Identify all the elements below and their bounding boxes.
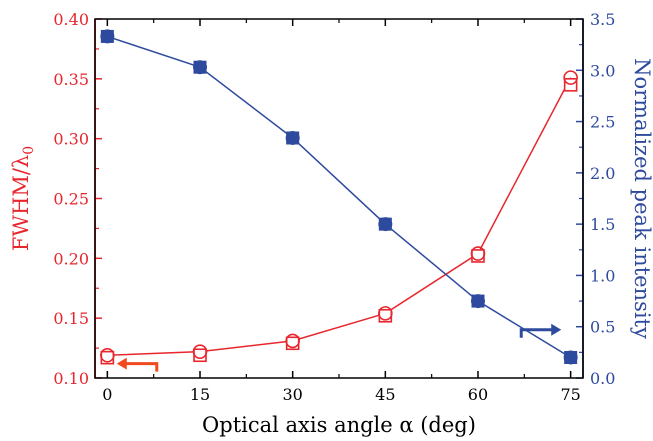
left-series-circle-point — [470, 246, 486, 261]
annotation-layer — [116, 323, 562, 372]
left-series-circle-point — [100, 347, 115, 363]
right-series-line — [107, 35, 572, 359]
left-series-square-point — [193, 348, 207, 363]
series-layer — [100, 29, 578, 365]
left-series-line — [107, 77, 572, 357]
left-series-circle-point — [192, 344, 208, 359]
right-tick-label: 3.0 — [590, 61, 615, 80]
x-tick-label: 0 — [102, 385, 112, 404]
left-series-circle-point — [285, 333, 300, 349]
right-axis: 0.0 0.5 1.0 1.5 2.0 2.5 3.0 3.5 — [576, 10, 615, 388]
left-tick-label: 0.10 — [53, 369, 89, 388]
left-tick-label: 0.25 — [53, 190, 89, 209]
plot-frame — [94, 18, 584, 379]
left-axis: 0.10 0.15 0.20 0.25 0.30 0.35 0.40 — [53, 10, 102, 388]
left-axis-arrow — [124, 362, 159, 372]
right-series-square-point — [378, 217, 392, 231]
x-axis: 0 15 30 45 60 75 — [102, 19, 581, 404]
x-axis-title: Optical axis angle α (deg) — [202, 413, 476, 437]
left-tick-label: 0.20 — [53, 249, 89, 268]
left-series-circle-point — [563, 70, 578, 85]
right-tick-label: 3.5 — [590, 10, 615, 29]
right-tick-label: 1.0 — [590, 266, 615, 285]
right-tick-label: 2.5 — [590, 113, 615, 132]
right-axis-arrow — [519, 328, 554, 338]
right-tick-label: 1.5 — [590, 215, 615, 234]
right-series-square-point — [564, 350, 578, 364]
x-tick-label: 75 — [560, 385, 580, 404]
left-tick-label: 0.30 — [53, 130, 89, 149]
left-tick-label: 0.35 — [53, 70, 89, 89]
right-series-square-point — [286, 131, 300, 145]
x-tick-label: 15 — [190, 385, 210, 404]
right-series-square-point — [100, 29, 114, 43]
x-tick-label: 60 — [468, 385, 488, 404]
left-series-circle-point — [378, 306, 393, 321]
left-tick-label: 0.15 — [53, 309, 89, 328]
right-series-square-point — [471, 294, 485, 308]
left-axis-title-main: FWHM/λ — [9, 155, 33, 251]
left-axis-title: FWHM/λ0 — [9, 146, 37, 251]
right-tick-label: 0.5 — [590, 318, 615, 337]
right-series-square-point — [193, 60, 207, 74]
right-axis-title: Normalized peak intensity — [630, 58, 653, 339]
x-tick-label: 30 — [282, 385, 302, 404]
left-axis-arrow-head — [116, 357, 127, 370]
left-axis-title-subscript: 0 — [21, 146, 37, 155]
left-tick-label: 0.40 — [53, 10, 89, 29]
x-tick-label: 45 — [375, 385, 395, 404]
right-tick-label: 2.0 — [590, 164, 615, 183]
right-axis-arrow-head — [551, 323, 562, 336]
right-tick-label: 0.0 — [590, 369, 615, 388]
